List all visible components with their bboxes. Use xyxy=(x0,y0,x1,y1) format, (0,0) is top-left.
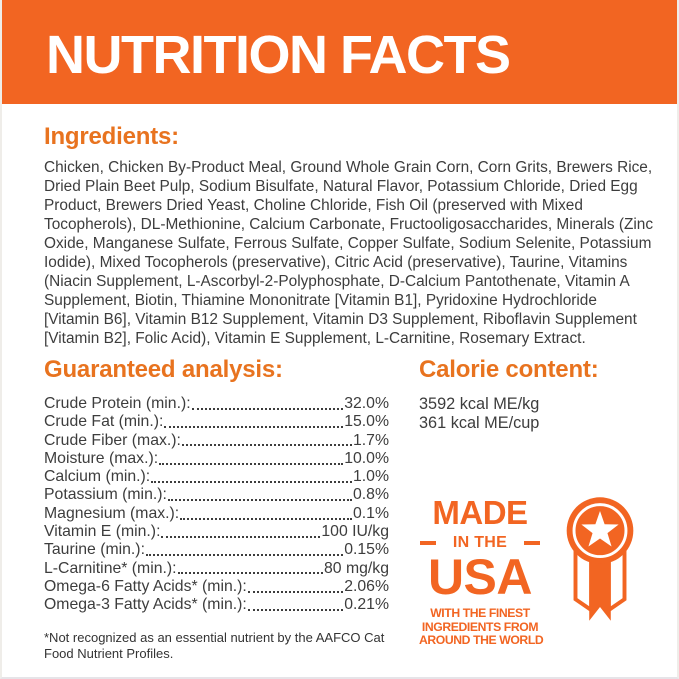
analysis-row: Potassium (min.): 0.8% xyxy=(44,486,389,504)
dotted-leader xyxy=(167,499,352,502)
guaranteed-analysis-heading: Guaranteed analysis: xyxy=(44,356,283,383)
made-in-usa-wordmark: MADE IN THE USA WITH THE FINEST INGREDIE… xyxy=(419,494,544,648)
dotted-leader xyxy=(247,609,344,612)
made-label: MADE xyxy=(432,494,528,531)
dotted-leader xyxy=(180,517,352,520)
calorie-per-cup: 361 kcal ME/cup xyxy=(419,414,540,432)
analysis-label: Magnesium (max.): xyxy=(44,504,180,522)
analysis-row: Crude Protein (min.): 32.0% xyxy=(44,395,389,413)
guaranteed-analysis-section: Guaranteed analysis: Crude Protein (min.… xyxy=(44,358,389,662)
label-content: Ingredients: Chicken, Chicken By-Product… xyxy=(2,125,677,662)
calorie-content-section: Calorie content: 3592 kcal ME/kg 361 kca… xyxy=(419,358,671,662)
analysis-label: Crude Fat (min.): xyxy=(44,413,164,431)
analysis-value: 15.0% xyxy=(344,413,389,431)
aafco-footnote: *Not recognized as an essential nutrient… xyxy=(44,629,385,661)
analysis-value: 32.0% xyxy=(344,395,389,412)
analysis-label: Taurine (min.): xyxy=(44,541,145,559)
usa-tagline: WITH THE FINEST INGREDIENTS FROM AROUND … xyxy=(419,606,544,648)
analysis-value: 10.0% xyxy=(344,449,389,467)
analysis-value: 80 mg/kg xyxy=(324,559,389,577)
star-ribbon-award-icon xyxy=(566,497,634,621)
analysis-row: Calcium (min.): 1.0% xyxy=(44,468,389,486)
dash-left-icon xyxy=(420,540,436,546)
dotted-leader xyxy=(164,426,344,429)
analysis-row: Magnesium (max.): 0.1% xyxy=(44,505,389,523)
calorie-content-heading: Calorie content: xyxy=(419,356,599,383)
analysis-value: 100 IU/kg xyxy=(321,523,389,541)
calorie-per-kg: 3592 kcal ME/kg xyxy=(419,395,540,413)
analysis-value: 1.7% xyxy=(352,431,389,449)
dash-right-icon xyxy=(524,540,540,546)
analysis-label: L-Carnitine* (min.): xyxy=(44,559,177,577)
analysis-value: 2.06% xyxy=(344,577,389,595)
tagline-line: AROUND THE WORLD xyxy=(419,633,544,648)
analysis-label: Omega-6 Fatty Acids* (min.): xyxy=(44,577,247,595)
analysis-row: Crude Fat (min.): 15.0% xyxy=(44,413,389,431)
analysis-label: Omega-3 Fatty Acids* (min.): xyxy=(44,596,247,614)
ingredients-section: Ingredients: Chicken, Chicken By-Product… xyxy=(44,123,653,348)
dotted-leader xyxy=(191,407,344,410)
lower-columns: Guaranteed analysis: Crude Protein (min.… xyxy=(44,358,643,662)
analysis-label: Calcium (min.): xyxy=(44,468,151,486)
analysis-label: Potassium (min.): xyxy=(44,486,167,504)
analysis-row: Vitamin E (min.): 100 IU/kg xyxy=(44,523,389,541)
ingredients-text: Chicken, Chicken By-Product Meal, Ground… xyxy=(44,159,654,347)
usa-label: USA xyxy=(427,549,533,605)
dotted-leader xyxy=(159,462,344,465)
dotted-leader xyxy=(161,535,321,538)
analysis-row: Moisture (max.): 10.0% xyxy=(44,450,389,468)
analysis-row: L-Carnitine* (min.): 80 mg/kg xyxy=(44,560,389,578)
analysis-row: Crude Fiber (max.): 1.7% xyxy=(44,432,389,450)
analysis-value: 0.1% xyxy=(352,504,389,522)
page-title: NUTRITION FACTS xyxy=(46,25,511,85)
analysis-label: Crude Protein (min.): xyxy=(44,395,191,412)
in-the-text: IN THE xyxy=(452,534,508,551)
calorie-values: 3592 kcal ME/kg 361 kcal ME/cup xyxy=(419,395,671,433)
in-the-label: IN THE xyxy=(420,534,540,552)
header-banner: NUTRITION FACTS xyxy=(2,0,677,104)
analysis-row: Omega-3 Fatty Acids* (min.): 0.21% xyxy=(44,596,389,614)
tagline-line: WITH THE FINEST xyxy=(430,606,530,620)
analysis-value: 1.0% xyxy=(352,468,389,486)
dotted-leader xyxy=(181,444,352,447)
analysis-label: Moisture (max.): xyxy=(44,449,159,467)
dotted-leader xyxy=(151,480,352,483)
guaranteed-analysis-table: Crude Protein (min.): 32.0% Crude Fat (mi… xyxy=(44,395,389,615)
analysis-label: Crude Fiber (max.): xyxy=(44,431,181,449)
dotted-leader xyxy=(177,572,324,575)
tagline-line: INGREDIENTS FROM xyxy=(421,619,539,634)
analysis-row: Taurine (min.): 0.15% xyxy=(44,541,389,559)
ingredients-heading: Ingredients: xyxy=(44,123,179,150)
analysis-value: 0.8% xyxy=(352,486,389,504)
analysis-value: 0.21% xyxy=(344,596,389,614)
dotted-leader xyxy=(145,554,344,557)
analysis-value: 0.15% xyxy=(344,541,389,559)
dotted-leader xyxy=(247,590,344,593)
analysis-label: Vitamin E (min.): xyxy=(44,523,161,541)
made-in-usa-block: MADE IN THE USA WITH THE FINEST INGREDIE… xyxy=(419,496,671,648)
analysis-row: Omega-6 Fatty Acids* (min.): 2.06% xyxy=(44,578,389,596)
